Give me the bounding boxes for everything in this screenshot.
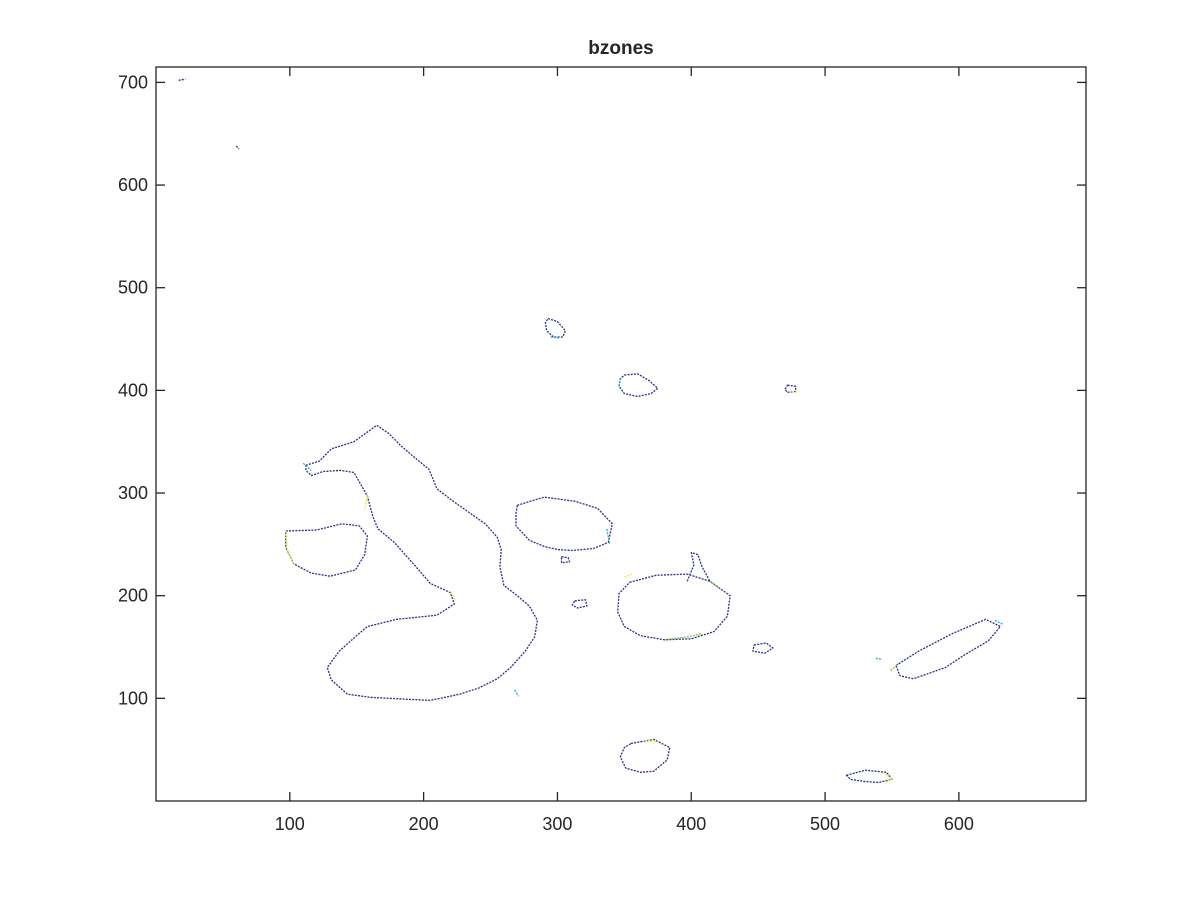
zone-boundary-15 bbox=[619, 738, 671, 773]
zone-boundary-24 bbox=[449, 592, 457, 601]
y-tick-label: 300 bbox=[118, 483, 148, 503]
zone-boundary-27 bbox=[882, 771, 893, 784]
zone-boundary-21 bbox=[618, 377, 621, 387]
zone-boundary-18 bbox=[606, 528, 611, 545]
y-axis: 100 200 300 400 500 600 700 bbox=[118, 72, 1086, 708]
y-tick-label: 400 bbox=[118, 380, 148, 400]
y-tick-label: 100 bbox=[118, 688, 148, 708]
axes-box bbox=[155, 66, 1087, 802]
y-tick-label: 200 bbox=[118, 586, 148, 606]
zone-boundary-19 bbox=[514, 689, 520, 697]
zone-boundary-6 bbox=[305, 424, 539, 702]
zone-boundary-32 bbox=[994, 619, 1004, 625]
zone-boundary-26 bbox=[644, 739, 660, 743]
zone-boundary-30 bbox=[890, 662, 900, 672]
x-tick-label: 500 bbox=[810, 814, 840, 834]
zone-boundary-10 bbox=[571, 599, 588, 609]
zone-boundary-5 bbox=[784, 384, 797, 394]
x-tick-label: 300 bbox=[542, 814, 572, 834]
plot-area bbox=[178, 78, 1004, 784]
zone-boundary-14 bbox=[895, 618, 1002, 680]
zone-boundary-4 bbox=[618, 373, 659, 398]
zone-boundary-33 bbox=[875, 657, 882, 660]
zone-boundary-8 bbox=[515, 496, 613, 552]
x-tick-label: 100 bbox=[275, 814, 305, 834]
zone-boundary-9 bbox=[560, 556, 571, 564]
zone-boundary-7 bbox=[285, 523, 369, 577]
zone-boundary-17 bbox=[302, 462, 312, 471]
zone-boundary-3 bbox=[544, 317, 567, 338]
x-tick-label: 200 bbox=[409, 814, 439, 834]
zone-boundary-25 bbox=[624, 573, 633, 578]
zone-boundary-28 bbox=[791, 390, 798, 394]
zone-boundary-16 bbox=[845, 769, 893, 784]
zone-boundary-23 bbox=[364, 495, 369, 510]
x-axis: 100 200 300 400 500 600 bbox=[275, 67, 974, 834]
zone-boundary-1 bbox=[178, 78, 186, 81]
x-tick-label: 600 bbox=[944, 814, 974, 834]
zone-boundary-31 bbox=[709, 580, 720, 590]
zone-boundary-11 bbox=[617, 573, 731, 641]
y-tick-label: 600 bbox=[118, 175, 148, 195]
y-tick-label: 500 bbox=[118, 278, 148, 298]
zone-boundary-20 bbox=[550, 336, 559, 339]
zone-boundary-12 bbox=[686, 551, 711, 582]
chart-title: bzones bbox=[588, 38, 653, 59]
x-tick-label: 400 bbox=[676, 814, 706, 834]
zone-boundary-13 bbox=[752, 642, 774, 654]
y-tick-label: 700 bbox=[118, 72, 148, 92]
zone-boundary-2 bbox=[235, 145, 240, 150]
zone-boundary-22 bbox=[285, 530, 295, 565]
zone-boundary-29 bbox=[664, 633, 703, 641]
